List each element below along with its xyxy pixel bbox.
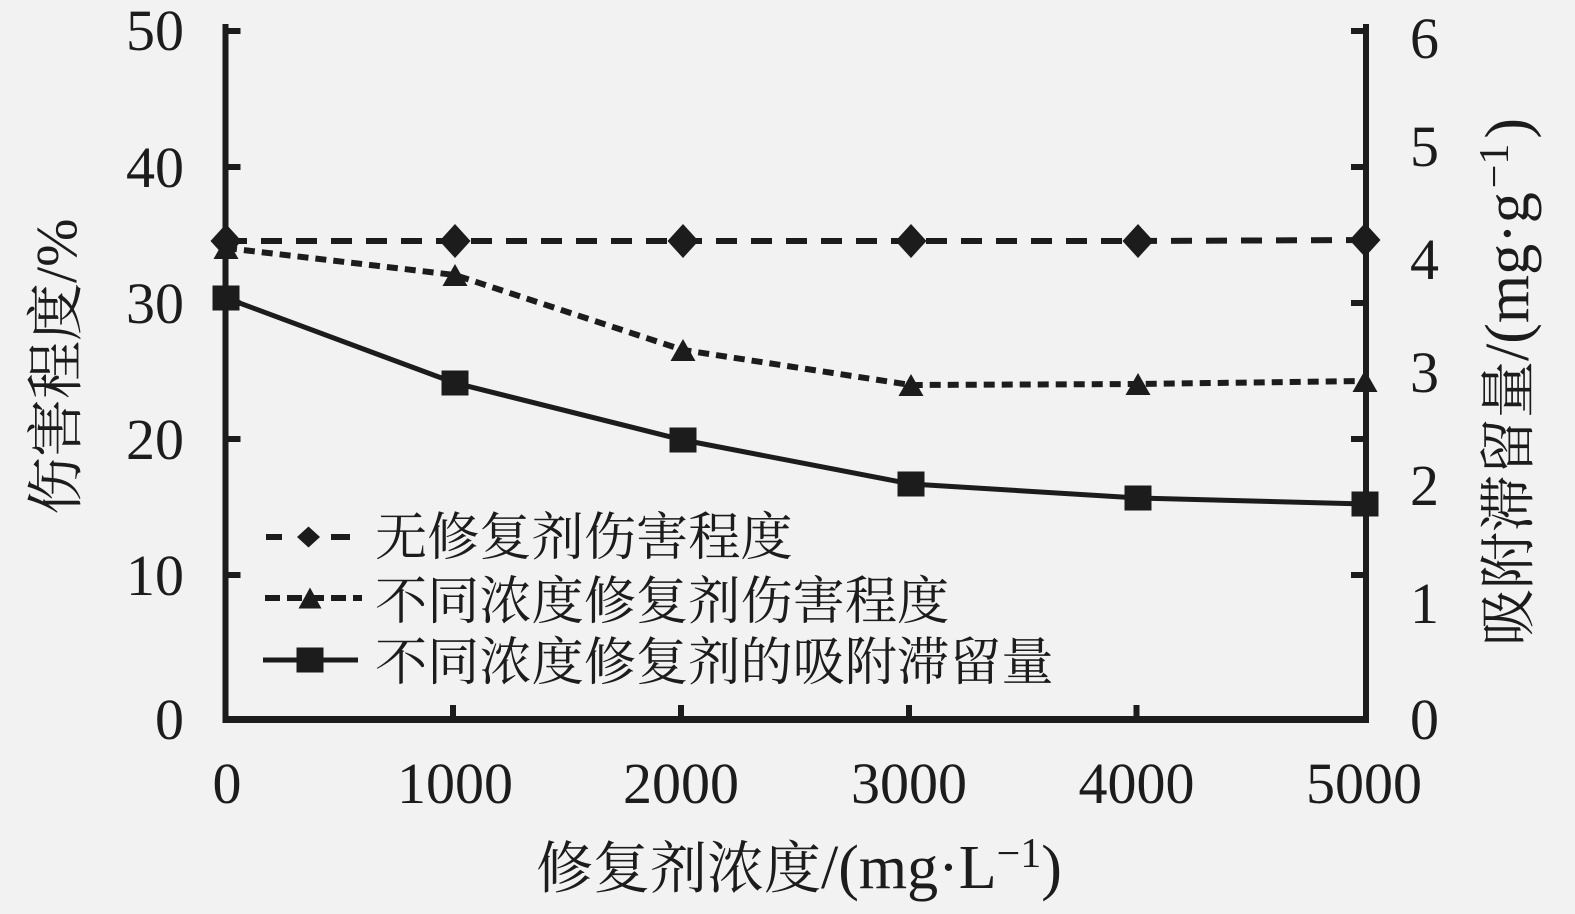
svg-text:−1: −1: [1472, 144, 1518, 189]
svg-text:/(mg·L: /(mg·L: [821, 834, 997, 902]
svg-text:5: 5: [1410, 114, 1439, 179]
svg-text:40: 40: [126, 135, 184, 200]
svg-text:): ): [1474, 118, 1542, 139]
svg-text:0: 0: [155, 687, 184, 752]
svg-text:): ): [1041, 834, 1062, 902]
svg-text:6: 6: [1410, 6, 1439, 71]
svg-text:20: 20: [126, 407, 184, 472]
svg-text:1000: 1000: [397, 751, 513, 816]
svg-text:−1: −1: [997, 831, 1042, 877]
svg-text:/%: /%: [24, 219, 89, 283]
svg-text:1: 1: [1410, 571, 1439, 636]
svg-text:50: 50: [126, 0, 184, 63]
svg-text:5000: 5000: [1306, 751, 1422, 816]
svg-text:/(mg·g: /(mg·g: [1474, 192, 1542, 361]
svg-text:10: 10: [126, 543, 184, 608]
svg-text:3000: 3000: [851, 751, 967, 816]
svg-text:2: 2: [1410, 453, 1439, 518]
svg-text:30: 30: [126, 271, 184, 336]
svg-text:0: 0: [1410, 687, 1439, 752]
svg-text:4000: 4000: [1079, 751, 1195, 816]
svg-text:2000: 2000: [623, 751, 739, 816]
svg-text:4: 4: [1410, 227, 1439, 292]
svg-text:0: 0: [213, 751, 242, 816]
svg-text:3: 3: [1410, 340, 1439, 405]
